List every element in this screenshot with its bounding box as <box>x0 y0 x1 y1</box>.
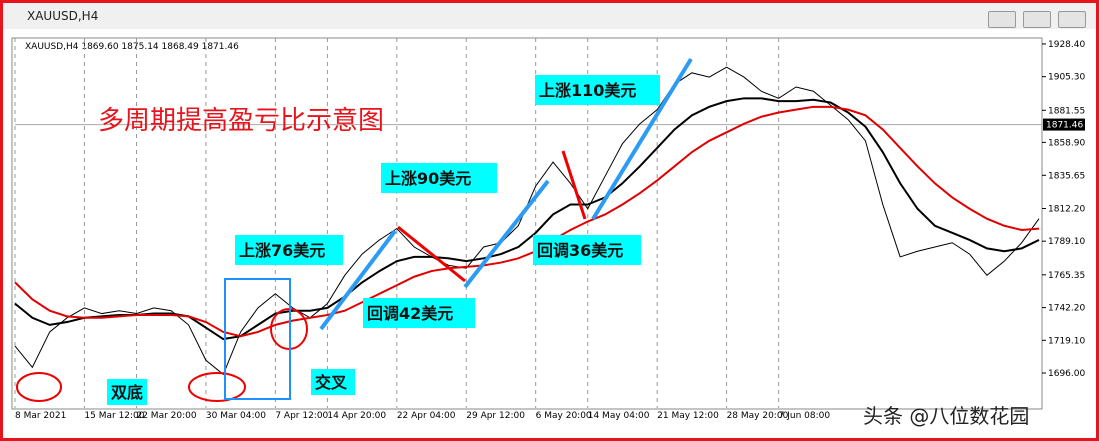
y-tick-label: 1742.20 <box>1048 304 1085 314</box>
x-tick-label: 21 May 12:00 <box>657 411 719 421</box>
annotation: 上涨90美元 <box>385 169 471 188</box>
restore-button[interactable] <box>1023 11 1051 28</box>
annotation: 上涨110美元 <box>539 81 636 100</box>
current-price-label: 1871.46 <box>1046 121 1083 131</box>
annotation-box <box>381 163 497 193</box>
annotation-box <box>363 298 475 328</box>
x-tick-label: 7 Apr 12:00 <box>275 411 328 421</box>
x-tick-label: 8 Mar 2021 <box>15 411 66 421</box>
annotation: 上涨76美元 <box>239 241 325 260</box>
annotation-box <box>533 235 641 265</box>
y-tick-label: 1858.90 <box>1048 138 1085 148</box>
down-arrow <box>397 225 466 283</box>
up-arrow <box>591 57 693 221</box>
minimize-button[interactable] <box>988 11 1016 28</box>
watermark: 头条 @八位数花园 <box>863 404 1029 428</box>
up-arrow <box>319 229 397 331</box>
y-tick-label: 1905.30 <box>1048 73 1085 83</box>
y-tick-label: 1928.40 <box>1048 40 1085 50</box>
highlight-ellipse <box>188 372 246 402</box>
series-line <box>14 105 1040 338</box>
x-tick-label: 14 Apr 20:00 <box>327 411 386 421</box>
chart-title: 多周期提高盈亏比示意图 <box>98 106 384 136</box>
y-tick-label: 1835.65 <box>1048 171 1085 181</box>
annotation: 回调36美元 <box>537 241 623 260</box>
current-price-box <box>1043 118 1085 131</box>
x-tick-label: 28 May 20:00 <box>727 411 789 421</box>
title-bar: XAUUSD,H4 <box>3 3 1096 29</box>
y-tick-label: 1765.35 <box>1048 271 1085 281</box>
x-tick-label: 7 Jun 08:00 <box>779 411 831 421</box>
annotation-box <box>235 235 343 265</box>
up-arrow <box>463 179 550 289</box>
annotation-box <box>311 369 355 395</box>
chart: XAUUSD,H4 1869.60 1875.14 1868.49 1871.4… <box>11 37 1085 428</box>
y-tick-label: 1719.10 <box>1048 336 1085 346</box>
y-tick-label: 1789.10 <box>1048 237 1085 247</box>
x-tick-label: 22 Apr 04:00 <box>397 411 456 421</box>
chart-header: XAUUSD,H4 1869.60 1875.14 1868.49 1871.4… <box>25 42 239 52</box>
x-tick-label: 6 May 20:00 <box>536 411 592 421</box>
down-arrow <box>561 150 587 220</box>
close-button[interactable] <box>1058 11 1086 28</box>
highlight-ellipse <box>16 372 62 402</box>
y-tick-label: 1881.55 <box>1048 106 1085 116</box>
y-tick-label: 1812.20 <box>1048 204 1085 214</box>
x-tick-label: 30 Mar 04:00 <box>206 411 266 421</box>
annotation-box <box>107 379 147 405</box>
x-tick-label: 15 Mar 12:00 <box>84 411 144 421</box>
window-title: XAUUSD,H4 <box>27 9 99 23</box>
x-tick-label: 22 Mar 20:00 <box>136 411 196 421</box>
annotation: 回调42美元 <box>367 304 453 323</box>
y-tick-label: 1696.00 <box>1048 369 1085 379</box>
annotation-box <box>535 75 660 105</box>
annotation: 交叉 <box>315 373 348 392</box>
x-tick-label: 29 Apr 12:00 <box>466 411 525 421</box>
highlight-box <box>224 278 291 400</box>
annotation: 双底 <box>111 383 143 402</box>
plot-frame <box>11 37 1043 410</box>
x-tick-label: 14 May 04:00 <box>588 411 650 421</box>
